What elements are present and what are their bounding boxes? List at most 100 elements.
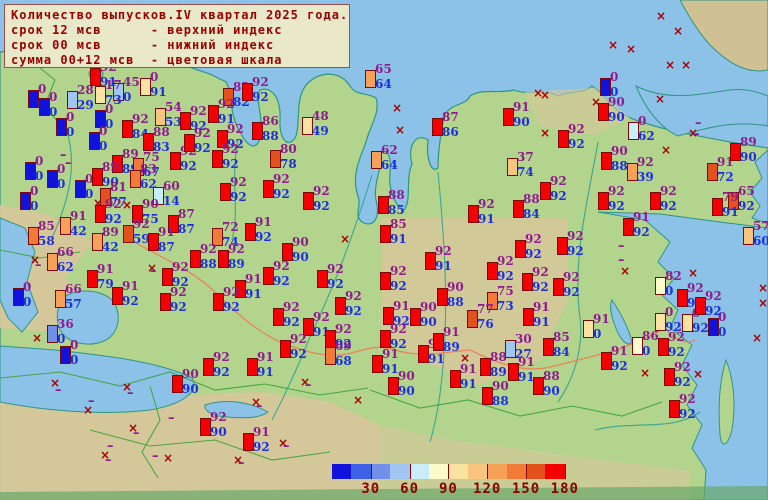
top-index-label: 81 [110, 180, 127, 194]
top-index-label: 91 [593, 312, 610, 326]
bottom-index-label: 92 [290, 347, 307, 361]
station-marker: 82 0 [655, 270, 682, 297]
station-marker: 62 64 [371, 144, 398, 171]
legend-title: Количество выпусков.IV квартал 2025 года… [11, 8, 349, 22]
station-marker: 90 88 [437, 281, 464, 308]
bottom-index-label: 90 [543, 384, 560, 398]
station-marker: 85 91 [380, 218, 407, 245]
station-marker: 77 76 [467, 303, 494, 330]
no-data-x-mark: × [693, 367, 704, 381]
sakhalin-island [718, 358, 735, 445]
bottom-index-label: 77 [110, 195, 127, 209]
top-index-label: 86 [262, 114, 279, 128]
top-index-label: 92 [563, 270, 580, 284]
station-marker: 92 84 [122, 113, 149, 140]
top-index-label: 36 [57, 317, 74, 331]
bottom-index-label: 92 [222, 157, 239, 171]
scale-tick [448, 464, 450, 479]
no-data-dash-mark: – [618, 253, 625, 268]
bottom-index-label: 90 [210, 425, 227, 439]
bottom-index-label: 92 [283, 315, 300, 329]
bottom-index-label: 84 [523, 207, 540, 221]
station-marker: 88 83 [143, 126, 170, 153]
no-data-x-mark: × [661, 143, 672, 157]
bottom-index-label: 42 [70, 224, 87, 238]
bottom-index-label: 90 [182, 382, 199, 396]
bottom-index-label: 92 [213, 365, 230, 379]
station-marker: 91 89 [433, 326, 460, 353]
no-data-dash-mark: – [88, 394, 95, 409]
bottom-index-label: 92 [660, 199, 677, 213]
top-index-label: 89 [102, 160, 119, 174]
top-index-label: 66 [65, 282, 82, 296]
bottom-index-label: 92 [738, 199, 755, 213]
top-index-label: 91 [97, 262, 114, 276]
scale-swatch [467, 464, 488, 479]
bottom-index-label: 60 [753, 234, 768, 248]
bottom-index-label: 0 [49, 105, 58, 119]
top-index-label: 69 [335, 339, 352, 353]
top-index-label: 0 [85, 172, 94, 186]
top-index-label: 90 [420, 300, 437, 314]
top-index-label: 45 [123, 75, 140, 89]
station-marker: 90 88 [482, 380, 509, 407]
top-index-label: 86 [642, 329, 659, 343]
bottom-index-label: 91 [722, 205, 739, 219]
no-data-dash-mark: – [256, 399, 263, 414]
top-index-label: 85 [38, 219, 55, 233]
no-data-x-mark: × [533, 86, 544, 100]
top-index-label: 92 [290, 332, 307, 346]
bottom-index-label: 86 [442, 125, 459, 139]
bottom-index-label: 72 [717, 170, 734, 184]
taymyr-tundra [525, 88, 630, 135]
top-index-label: 92 [313, 184, 330, 198]
top-index-label: 92 [273, 172, 290, 186]
top-index-label: 92 [228, 242, 245, 256]
top-index-label: 75 [143, 150, 160, 164]
no-data-dash-mark: – [60, 148, 67, 163]
bottom-index-label: 0 [23, 295, 32, 309]
no-data-x-mark: × [300, 375, 311, 389]
station-marker: 79 91 [712, 191, 739, 218]
bottom-index-label: 0 [70, 353, 79, 367]
top-index-label: 0 [638, 114, 647, 128]
top-index-label: 91 [611, 344, 628, 358]
border-uzbek [89, 429, 331, 461]
top-index-label: 92 [172, 260, 189, 274]
top-index-label: 92 [550, 174, 567, 188]
bottom-index-label: 89 [490, 365, 507, 379]
top-index-label: 91 [460, 362, 477, 376]
bottom-index-label: 73 [105, 93, 122, 107]
top-index-label: 92 [345, 289, 362, 303]
top-index-label: 92 [608, 184, 625, 198]
station-marker: 91 92 [383, 300, 410, 327]
top-index-label: 92 [668, 330, 685, 344]
bottom-index-label: 79 [97, 277, 114, 291]
no-data-x-mark: × [656, 9, 667, 23]
station-marker: 87 86 [432, 111, 459, 138]
no-data-x-mark: × [128, 421, 139, 435]
bottom-index-label: 92 [227, 137, 244, 151]
station-marker: 0 62 [628, 115, 655, 142]
top-index-label: 92 [497, 254, 514, 268]
top-index-label: 0 [30, 184, 39, 198]
top-index-label: 30 [515, 332, 532, 346]
station-marker: 83 62 [130, 163, 157, 190]
bottom-index-label: 92 [194, 141, 211, 155]
top-index-label: 88 [153, 125, 170, 139]
bottom-index-label: 92 [692, 321, 709, 335]
bottom-index-label: 0 [99, 139, 108, 153]
top-index-label: 91 [257, 350, 274, 364]
bottom-index-label: 59 [133, 232, 150, 246]
